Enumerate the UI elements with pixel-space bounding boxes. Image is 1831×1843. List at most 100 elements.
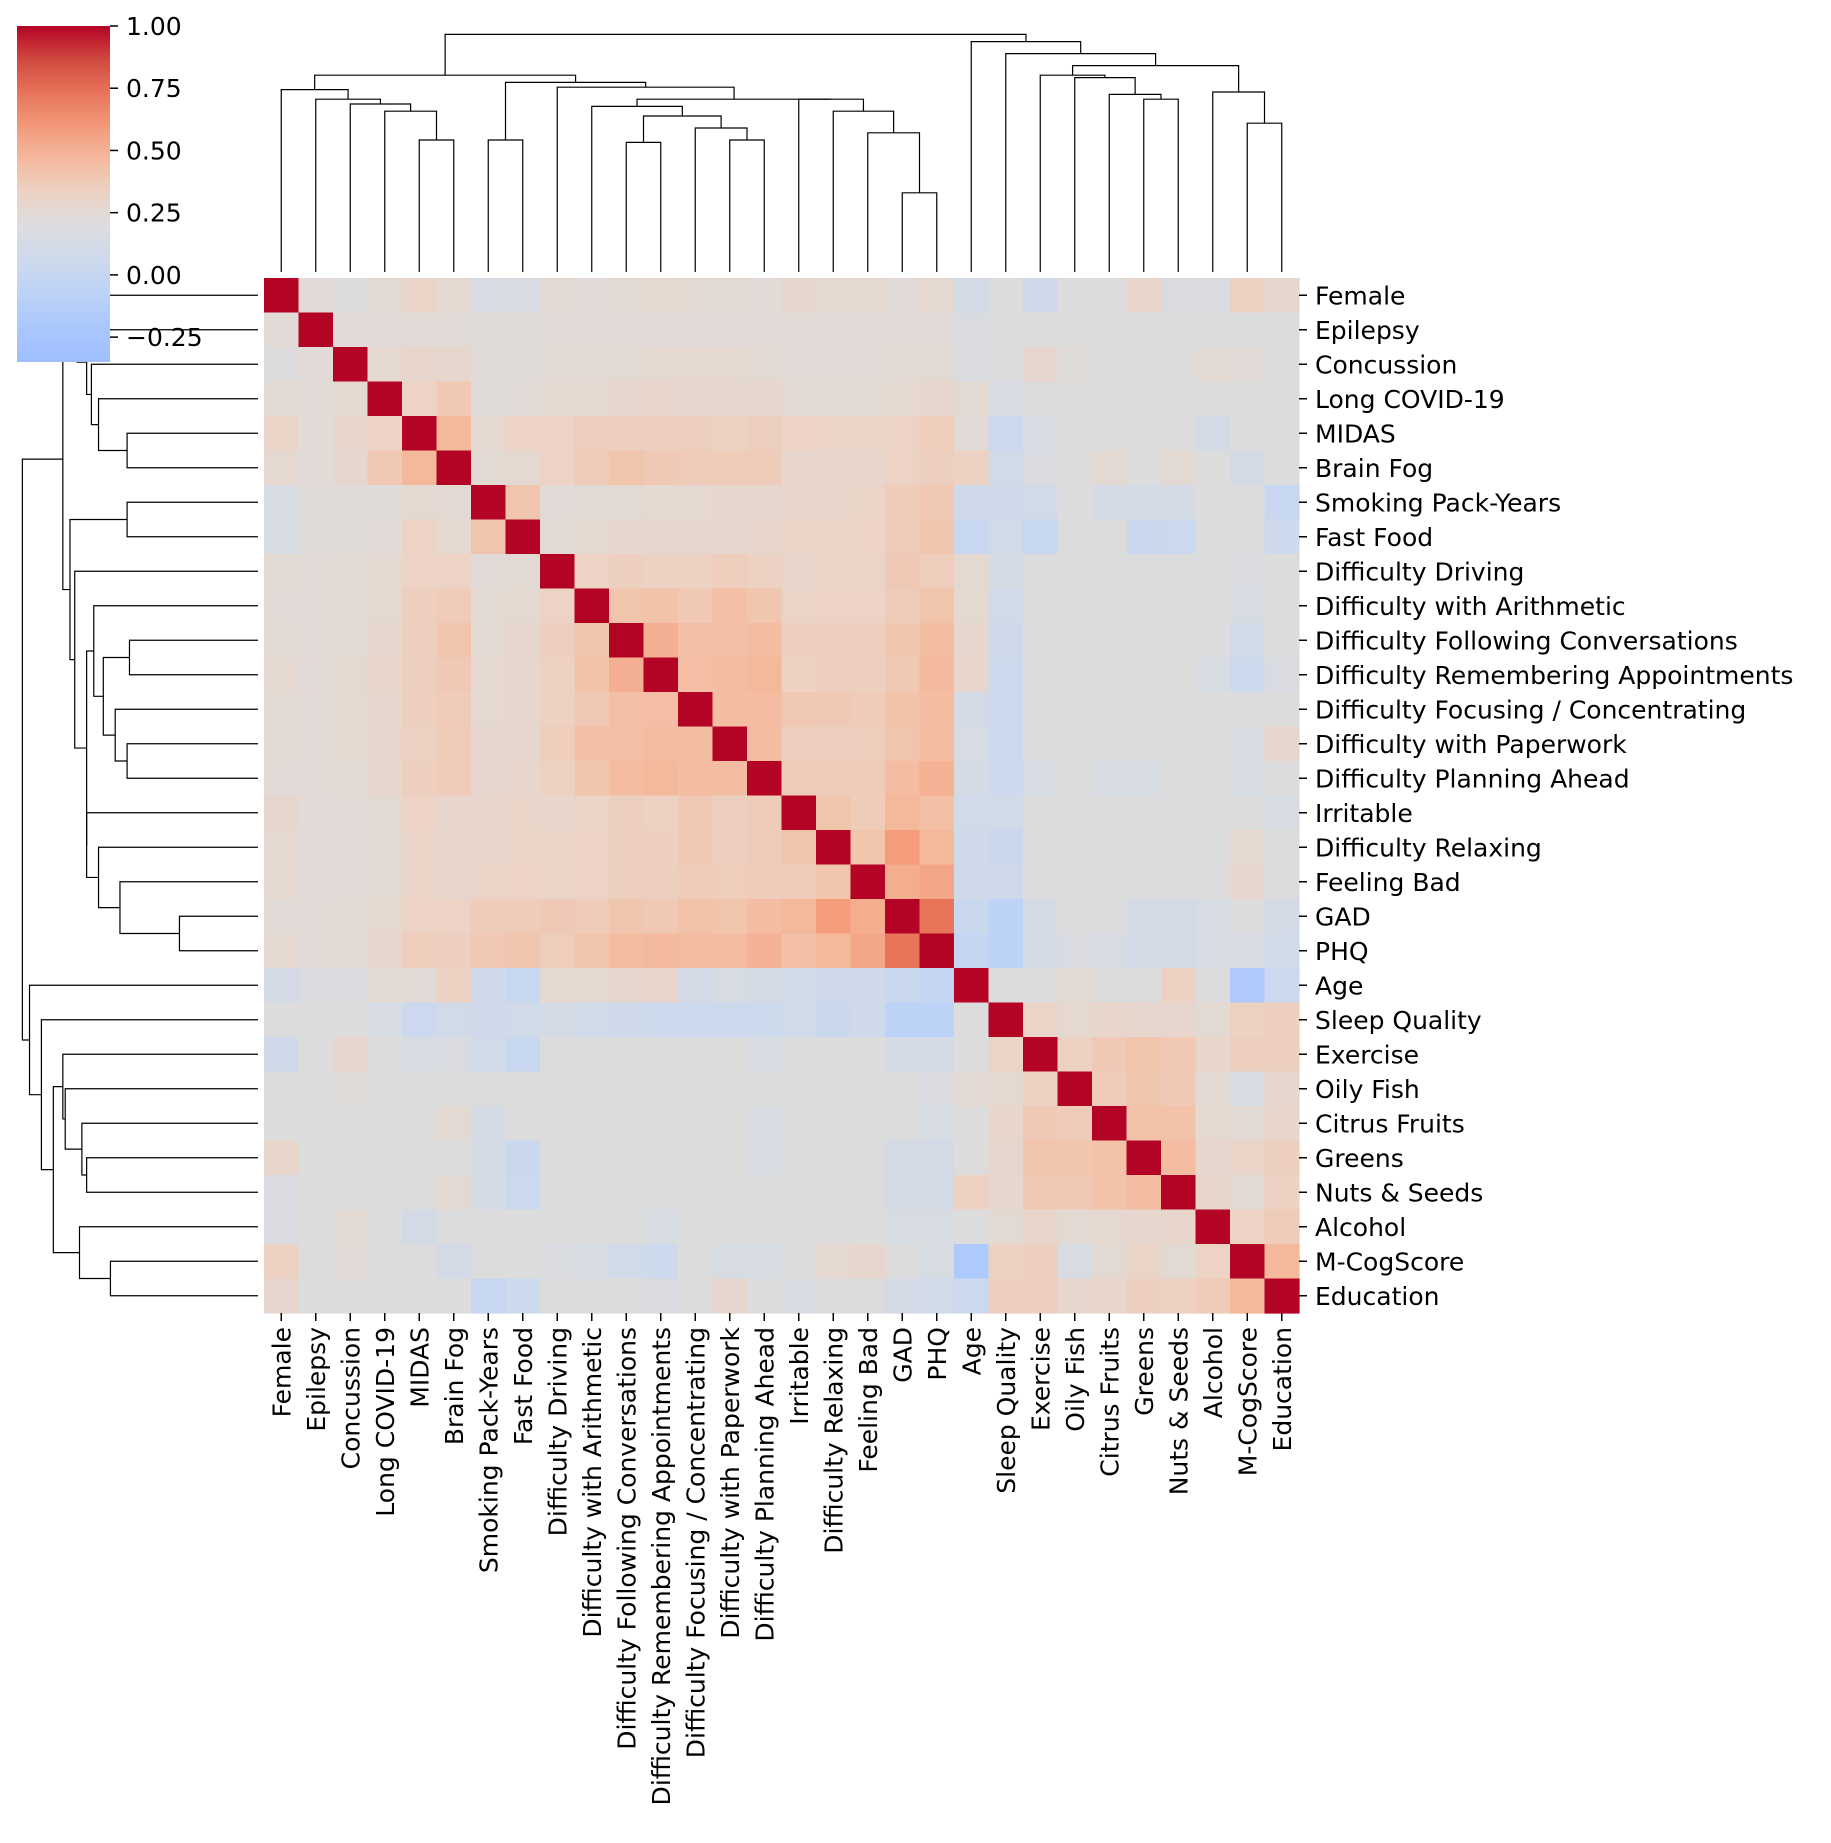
cell-concussion-x-difficulty-focusing-concentrating [678, 347, 714, 383]
cell-oily-fish-x-feeling-bad [850, 1071, 886, 1107]
cell-female-x-citrus-fruits [1092, 278, 1128, 314]
cell-midas-x-age [954, 416, 990, 452]
cell-female-x-irritable [781, 278, 817, 314]
col-dendrogram-link-6 [625, 141, 662, 272]
cell-difficulty-relaxing-x-concussion [333, 830, 369, 866]
cell-midas-x-nuts-seeds [1161, 416, 1197, 452]
cell-smoking-pack-years-x-smoking-pack-years [471, 485, 507, 521]
cell-difficulty-driving-x-female [264, 554, 300, 590]
cell-m-cogscore-x-sleep-quality [988, 1244, 1024, 1280]
cell-age-x-difficulty-relaxing [816, 968, 852, 1004]
cell-alcohol-x-oily-fish [1057, 1209, 1093, 1245]
cell-midas-x-oily-fish [1057, 416, 1093, 452]
cell-fast-food-x-sleep-quality [988, 519, 1024, 555]
cell-greens-x-sleep-quality [988, 1140, 1024, 1176]
cell-difficulty-planning-ahead-x-citrus-fruits [1092, 761, 1128, 797]
cell-age-x-age [954, 968, 990, 1004]
cell-feeling-bad-x-exercise [1023, 864, 1059, 900]
cell-exercise-x-difficulty-driving [540, 1037, 576, 1073]
cell-nuts-seeds-x-irritable [781, 1175, 817, 1211]
cell-irritable-x-difficulty-with-arithmetic [574, 795, 610, 831]
cell-difficulty-with-paperwork-x-sleep-quality [988, 726, 1024, 762]
cell-smoking-pack-years-x-alcohol [1195, 485, 1231, 521]
cell-difficulty-with-paperwork-x-difficulty-driving [540, 726, 576, 762]
cell-exercise-x-exercise [1023, 1037, 1059, 1073]
cell-oily-fish-x-difficulty-following-conversations [609, 1071, 645, 1107]
col-dendrogram-link-3 [315, 98, 382, 272]
cell-greens-x-education [1264, 1140, 1300, 1176]
cell-difficulty-with-arithmetic-x-difficulty-driving [540, 588, 576, 624]
col-label-m-cogscore: M-CogScore [1233, 1327, 1262, 1476]
cell-long-covid-19-x-smoking-pack-years [471, 381, 507, 417]
cell-difficulty-following-conversations-x-oily-fish [1057, 623, 1093, 659]
col-label-exercise: Exercise [1026, 1327, 1055, 1431]
cell-fast-food-x-age [954, 519, 990, 555]
cell-oily-fish-x-difficulty-relaxing [816, 1071, 852, 1107]
cell-difficulty-planning-ahead-x-midas [402, 761, 438, 797]
cell-long-covid-19-x-epilepsy [298, 381, 334, 417]
cell-citrus-fruits-x-exercise [1023, 1106, 1059, 1142]
cell-smoking-pack-years-x-exercise [1023, 485, 1059, 521]
cell-gad-x-greens [1126, 899, 1162, 935]
cell-difficulty-focusing-concentrating-x-feeling-bad [850, 692, 886, 728]
cell-feeling-bad-x-phq [919, 864, 955, 900]
cell-long-covid-19-x-concussion [333, 381, 369, 417]
cell-difficulty-remembering-appointments-x-female [264, 657, 300, 693]
cell-age-x-brain-fog [436, 968, 472, 1004]
cell-alcohol-x-m-cogscore [1230, 1209, 1266, 1245]
cell-smoking-pack-years-x-difficulty-with-arithmetic [574, 485, 610, 521]
cell-female-x-midas [402, 278, 438, 314]
cell-epilepsy-x-citrus-fruits [1092, 312, 1128, 348]
cell-difficulty-with-paperwork-x-difficulty-with-paperwork [712, 726, 748, 762]
cell-education-x-concussion [333, 1278, 369, 1314]
cell-citrus-fruits-x-education [1264, 1106, 1300, 1142]
cell-education-x-fast-food [505, 1278, 541, 1314]
row-dendrogram-link-5 [126, 501, 258, 538]
cell-irritable-x-long-covid-19 [367, 795, 403, 831]
cell-difficulty-planning-ahead-x-oily-fish [1057, 761, 1093, 797]
cell-concussion-x-difficulty-with-arithmetic [574, 347, 610, 383]
cell-alcohol-x-epilepsy [298, 1209, 334, 1245]
cell-brain-fog-x-gad [885, 450, 921, 486]
cell-citrus-fruits-x-phq [919, 1106, 955, 1142]
row-dendrogram-link-26 [40, 1019, 258, 1171]
cell-citrus-fruits-x-difficulty-driving [540, 1106, 576, 1142]
col-dendrogram-link-15 [636, 98, 832, 107]
row-dendrogram-link-8 [114, 708, 258, 762]
cell-gad-x-difficulty-focusing-concentrating [678, 899, 714, 935]
cell-difficulty-focusing-concentrating-x-greens [1126, 692, 1162, 728]
cell-alcohol-x-concussion [333, 1209, 369, 1245]
cell-greens-x-midas [402, 1140, 438, 1176]
cell-gad-x-female [264, 899, 300, 935]
col-dendrogram-link-4 [280, 89, 349, 272]
row-dendrogram-link-23 [109, 1260, 258, 1297]
cell-smoking-pack-years-x-fast-food [505, 485, 541, 521]
cell-smoking-pack-years-x-epilepsy [298, 485, 334, 521]
cell-phq-x-epilepsy [298, 933, 334, 969]
cell-smoking-pack-years-x-difficulty-driving [540, 485, 576, 521]
cell-difficulty-planning-ahead-x-long-covid-19 [367, 761, 403, 797]
cell-difficulty-remembering-appointments-x-education [1264, 657, 1300, 693]
cell-education-x-education [1264, 1278, 1300, 1314]
cell-greens-x-irritable [781, 1140, 817, 1176]
row-dendrogram-link-25 [52, 1085, 80, 1254]
cell-difficulty-planning-ahead-x-greens [1126, 761, 1162, 797]
cell-difficulty-driving-x-education [1264, 554, 1300, 590]
cell-nuts-seeds-x-difficulty-with-paperwork [712, 1175, 748, 1211]
cell-phq-x-alcohol [1195, 933, 1231, 969]
cell-midas-x-long-covid-19 [367, 416, 403, 452]
cell-long-covid-19-x-difficulty-following-conversations [609, 381, 645, 417]
cell-sleep-quality-x-difficulty-with-paperwork [712, 1002, 748, 1038]
cell-concussion-x-greens [1126, 347, 1162, 383]
cell-exercise-x-smoking-pack-years [471, 1037, 507, 1073]
cell-female-x-gad [885, 278, 921, 314]
cell-concussion-x-midas [402, 347, 438, 383]
cell-age-x-difficulty-planning-ahead [747, 968, 783, 1004]
colorbar-tick-label-4: 0.00 [126, 261, 182, 290]
cell-phq-x-difficulty-focusing-concentrating [678, 933, 714, 969]
row-dendrogram-link-17 [69, 518, 128, 661]
cell-female-x-oily-fish [1057, 278, 1093, 314]
cell-exercise-x-difficulty-planning-ahead [747, 1037, 783, 1073]
cell-alcohol-x-phq [919, 1209, 955, 1245]
cell-greens-x-long-covid-19 [367, 1140, 403, 1176]
